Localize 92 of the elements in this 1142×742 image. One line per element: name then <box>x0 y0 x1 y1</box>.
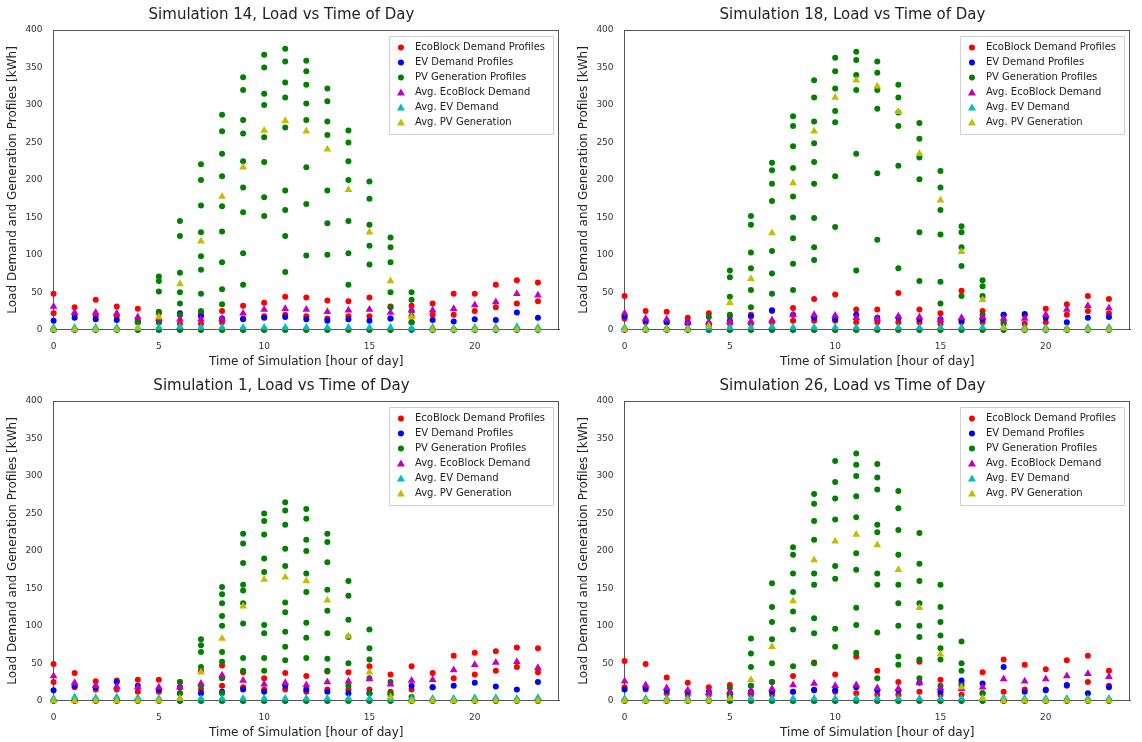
y-tick-label: 150 <box>25 582 43 593</box>
legend-label: Avg. EV Demand <box>985 101 1070 113</box>
y-tick-label: 200 <box>596 174 614 185</box>
x-tick-label: 20 <box>469 340 481 351</box>
y-tick-label: 250 <box>596 136 614 147</box>
legend-label: EcoBlock Demand Profiles <box>414 41 546 53</box>
y-tick-label: 200 <box>25 174 43 185</box>
x-axis-title: Time of Simulation [hour of day] <box>779 724 975 739</box>
legend-label: Avg. EcoBlock Demand <box>414 86 531 98</box>
x-tick-label: 10 <box>258 711 271 722</box>
y-axis-title: Load Demand and Generation Profiles [kWh] <box>576 46 591 314</box>
legend-label: PV Generation Profiles <box>985 71 1098 83</box>
y-axis-title: Load Demand and Generation Profiles [kWh] <box>5 417 20 685</box>
x-tick-label: 5 <box>156 711 162 722</box>
x-tick-label: 5 <box>727 340 733 351</box>
y-tick-label: 50 <box>602 657 614 668</box>
legend-label: Avg. PV Generation <box>414 116 512 128</box>
y-tick-label: 100 <box>25 620 43 631</box>
y-tick-label: 250 <box>25 507 43 518</box>
chart-title: Simulation 18, Load vs Time of Day <box>719 4 986 23</box>
y-tick-label: 150 <box>596 582 614 593</box>
y-tick-label: 200 <box>596 545 614 556</box>
x-tick-label: 0 <box>50 711 57 722</box>
x-tick-label: 0 <box>621 711 628 722</box>
y-tick-label: 100 <box>596 620 614 631</box>
y-tick-label: 50 <box>602 286 614 297</box>
x-tick-label: 20 <box>1040 711 1052 722</box>
y-tick-label: 400 <box>596 395 614 406</box>
legend-label: EV Demand Profiles <box>985 427 1085 439</box>
x-tick-label: 10 <box>258 340 271 351</box>
y-tick-label: 100 <box>25 249 43 260</box>
x-tick-label: 10 <box>829 340 842 351</box>
legend-label: Avg. EV Demand <box>414 472 499 484</box>
y-tick-label: 350 <box>25 61 43 72</box>
y-tick-label: 0 <box>36 324 43 335</box>
legend-label: Avg. EcoBlock Demand <box>985 86 1102 98</box>
y-axis-title: Load Demand and Generation Profiles [kWh] <box>576 417 591 685</box>
legend-label: EV Demand Profiles <box>414 427 514 439</box>
x-tick-label: 20 <box>1040 340 1052 351</box>
x-tick-label: 15 <box>934 340 947 351</box>
legend-label: Avg. PV Generation <box>985 116 1083 128</box>
chart-title: Simulation 1, Load vs Time of Day <box>153 375 410 394</box>
legend-label: Avg. EV Demand <box>414 101 499 113</box>
y-tick-label: 400 <box>596 24 614 35</box>
legend-label: EcoBlock Demand Profiles <box>985 412 1117 424</box>
y-axis-title: Load Demand and Generation Profiles [kWh] <box>5 46 20 314</box>
y-tick-label: 300 <box>596 470 614 481</box>
y-tick-label: 350 <box>25 432 43 443</box>
x-tick-label: 15 <box>934 711 947 722</box>
y-tick-label: 150 <box>25 211 43 222</box>
legend-label: Avg. EV Demand <box>985 472 1070 484</box>
legend-label: Avg. PV Generation <box>985 487 1083 499</box>
x-tick-label: 0 <box>50 340 57 351</box>
y-tick-label: 300 <box>25 470 43 481</box>
legend-label: PV Generation Profiles <box>414 71 527 83</box>
x-tick-label: 20 <box>469 711 481 722</box>
x-axis-title: Time of Simulation [hour of day] <box>208 724 404 739</box>
y-tick-label: 400 <box>25 395 43 406</box>
x-tick-label: 5 <box>156 340 162 351</box>
y-tick-label: 200 <box>25 545 43 556</box>
legend-label: Avg. PV Generation <box>414 487 512 499</box>
x-axis-title: Time of Simulation [hour of day] <box>208 353 404 368</box>
y-tick-label: 50 <box>31 657 43 668</box>
legend-label: Avg. EcoBlock Demand <box>414 457 531 469</box>
y-tick-label: 250 <box>25 136 43 147</box>
y-tick-label: 250 <box>596 507 614 518</box>
legend-label: Avg. EcoBlock Demand <box>985 457 1102 469</box>
x-tick-label: 10 <box>829 711 842 722</box>
x-tick-label: 0 <box>621 340 628 351</box>
y-tick-label: 350 <box>596 432 614 443</box>
y-tick-label: 400 <box>25 24 43 35</box>
legend-label: EcoBlock Demand Profiles <box>985 41 1117 53</box>
y-tick-label: 300 <box>25 99 43 110</box>
y-tick-label: 0 <box>607 324 614 335</box>
legend-label: PV Generation Profiles <box>985 442 1098 454</box>
x-axis-title: Time of Simulation [hour of day] <box>779 353 975 368</box>
chart-title: Simulation 14, Load vs Time of Day <box>148 4 415 23</box>
x-tick-label: 15 <box>363 711 376 722</box>
chart-title: Simulation 26, Load vs Time of Day <box>719 375 986 394</box>
y-tick-label: 350 <box>596 61 614 72</box>
legend-label: PV Generation Profiles <box>414 442 527 454</box>
y-tick-label: 150 <box>596 211 614 222</box>
y-tick-label: 0 <box>607 695 614 706</box>
y-tick-label: 50 <box>31 286 43 297</box>
legend-label: EV Demand Profiles <box>414 56 514 68</box>
y-tick-label: 0 <box>36 695 43 706</box>
x-tick-label: 5 <box>727 711 733 722</box>
x-tick-label: 15 <box>363 340 376 351</box>
y-tick-label: 300 <box>596 99 614 110</box>
legend-label: EcoBlock Demand Profiles <box>414 412 546 424</box>
legend-label: EV Demand Profiles <box>985 56 1085 68</box>
y-tick-label: 100 <box>596 249 614 260</box>
